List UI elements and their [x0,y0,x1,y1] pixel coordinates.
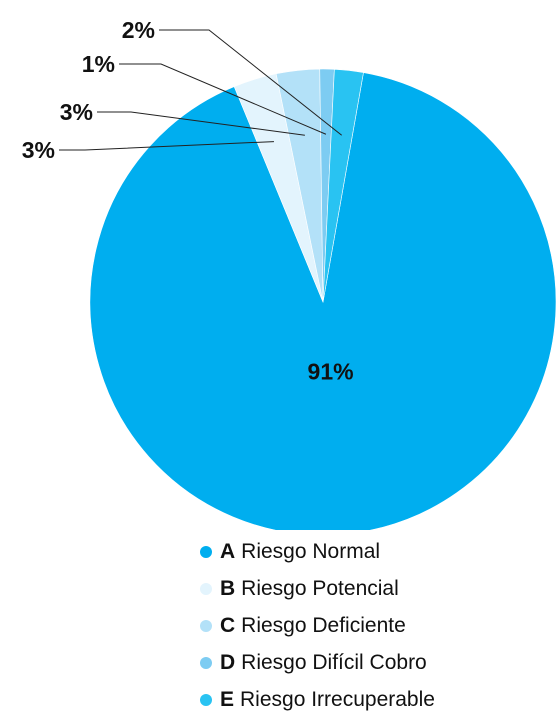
legend: A Riesgo Normal B Riesgo Potencial C Rie… [200,533,435,718]
pie-slice-a [89,72,557,530]
data-label-d: 1% [82,51,115,77]
data-label-a: 91% [308,359,354,385]
legend-item-c: C Riesgo Deficiente [200,607,435,644]
legend-code: A [220,539,236,563]
leader-line-e [159,29,343,136]
pie-chart: 91% 3%3% 1% 2% [22,17,557,530]
legend-label: Riesgo Normal [241,539,381,563]
legend-code: E [220,687,235,711]
pie-slice-e [322,68,364,303]
legend-label: Riesgo Potencial [241,576,399,600]
leader-line-b [59,141,274,151]
legend-label: Riesgo Irrecuperable [240,687,435,711]
legend-swatch [200,582,212,595]
legend-swatch [200,619,212,632]
leader-line-d [119,63,327,135]
legend-swatch [200,545,212,558]
legend-code: B [220,576,236,600]
leader-line-c [97,111,305,136]
legend-item-b: B Riesgo Potencial [200,570,435,607]
legend-label: Riesgo Difícil Cobro [241,650,427,674]
legend-code: D [220,650,236,674]
data-label-c: 3% [60,99,93,125]
legend-swatch [200,656,212,669]
legend-label: Riesgo Deficiente [241,613,406,637]
legend-item-d: D Riesgo Difícil Cobro [200,644,435,681]
data-label-e: 2% [122,17,155,43]
legend-swatch [200,693,212,706]
legend-item-a: A Riesgo Normal [200,533,435,570]
legend-code: C [220,613,236,637]
legend-item-e: E Riesgo Irrecuperable [200,681,435,718]
data-label-b: 3% [22,137,55,163]
